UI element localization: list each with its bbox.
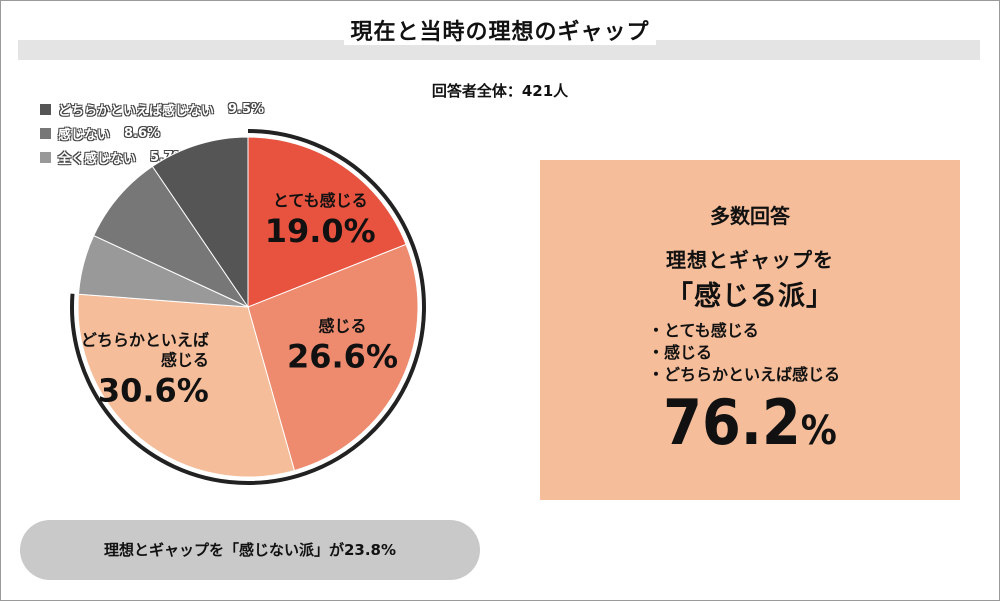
summary-line2: 「感じる派」 xyxy=(666,281,834,312)
summary-item: ・感じる xyxy=(648,343,713,362)
legend-swatch xyxy=(40,103,51,115)
legend-item: 感じない 8.6% xyxy=(40,121,264,145)
summary-line1: 理想とギャップを xyxy=(666,248,834,272)
summary-box: 多数回答 理想とギャップを 「感じる派」 ・とても感じる ・感じる ・どちらかと… xyxy=(540,160,960,500)
summary-item: ・とても感じる xyxy=(648,321,759,340)
summary-total: 76.2% xyxy=(540,386,960,459)
respondent-count: 回答者全体：421人 xyxy=(431,82,569,100)
legend-swatch xyxy=(40,127,51,139)
pie-slice-label: 26.6% xyxy=(287,338,398,376)
pie-slice xyxy=(93,165,250,309)
summary-total-value: 76.2 xyxy=(663,386,801,459)
pie-slice xyxy=(77,293,296,478)
page-title: 現在と当時の理想のギャップ xyxy=(0,14,1000,46)
legend-label: どちらかといえば感じない xyxy=(58,103,215,119)
legend-label: 全く感じない xyxy=(58,151,137,167)
footer-note: 理想とギャップを「感じない派」が23.8% xyxy=(103,541,397,559)
legend-item: どちらかといえば感じない 9.5% xyxy=(40,97,264,121)
summary-total-unit: % xyxy=(800,408,837,454)
pie-slice xyxy=(247,136,407,308)
title-underline-bar xyxy=(18,40,980,60)
summary-heading: 多数回答 xyxy=(710,204,790,228)
footer-note-pill: 理想とギャップを「感じない派」が23.8% xyxy=(20,520,480,580)
page-title-text: 現在と当時の理想のギャップ xyxy=(344,20,656,45)
legend-value: 9.5% xyxy=(228,101,265,117)
legend-label: 感じない xyxy=(58,127,111,143)
legend-value: 8.6% xyxy=(124,125,161,141)
pie-slice xyxy=(151,136,249,309)
pie-slice-label: どちらかといえば xyxy=(81,330,209,349)
legend: どちらかといえば感じない 9.5% 感じない 8.6% 全く感じない 5.7% xyxy=(40,97,264,169)
summary-item-list: ・とても感じる ・感じる ・どちらかといえば感じる xyxy=(648,320,840,386)
pie-slice-label: 感じる xyxy=(318,317,366,336)
group-bracket-arc xyxy=(70,129,426,485)
summary-item: ・どちらかといえば感じる xyxy=(648,365,841,384)
pie-slice-label: 感じる xyxy=(161,350,209,369)
pie-slice xyxy=(247,243,419,472)
pie-slice-label: とても感じる xyxy=(273,191,368,210)
pie-slice-label: 19.0% xyxy=(265,212,376,250)
legend-swatch xyxy=(40,151,51,163)
pie-slice-label: 30.6% xyxy=(98,371,209,409)
